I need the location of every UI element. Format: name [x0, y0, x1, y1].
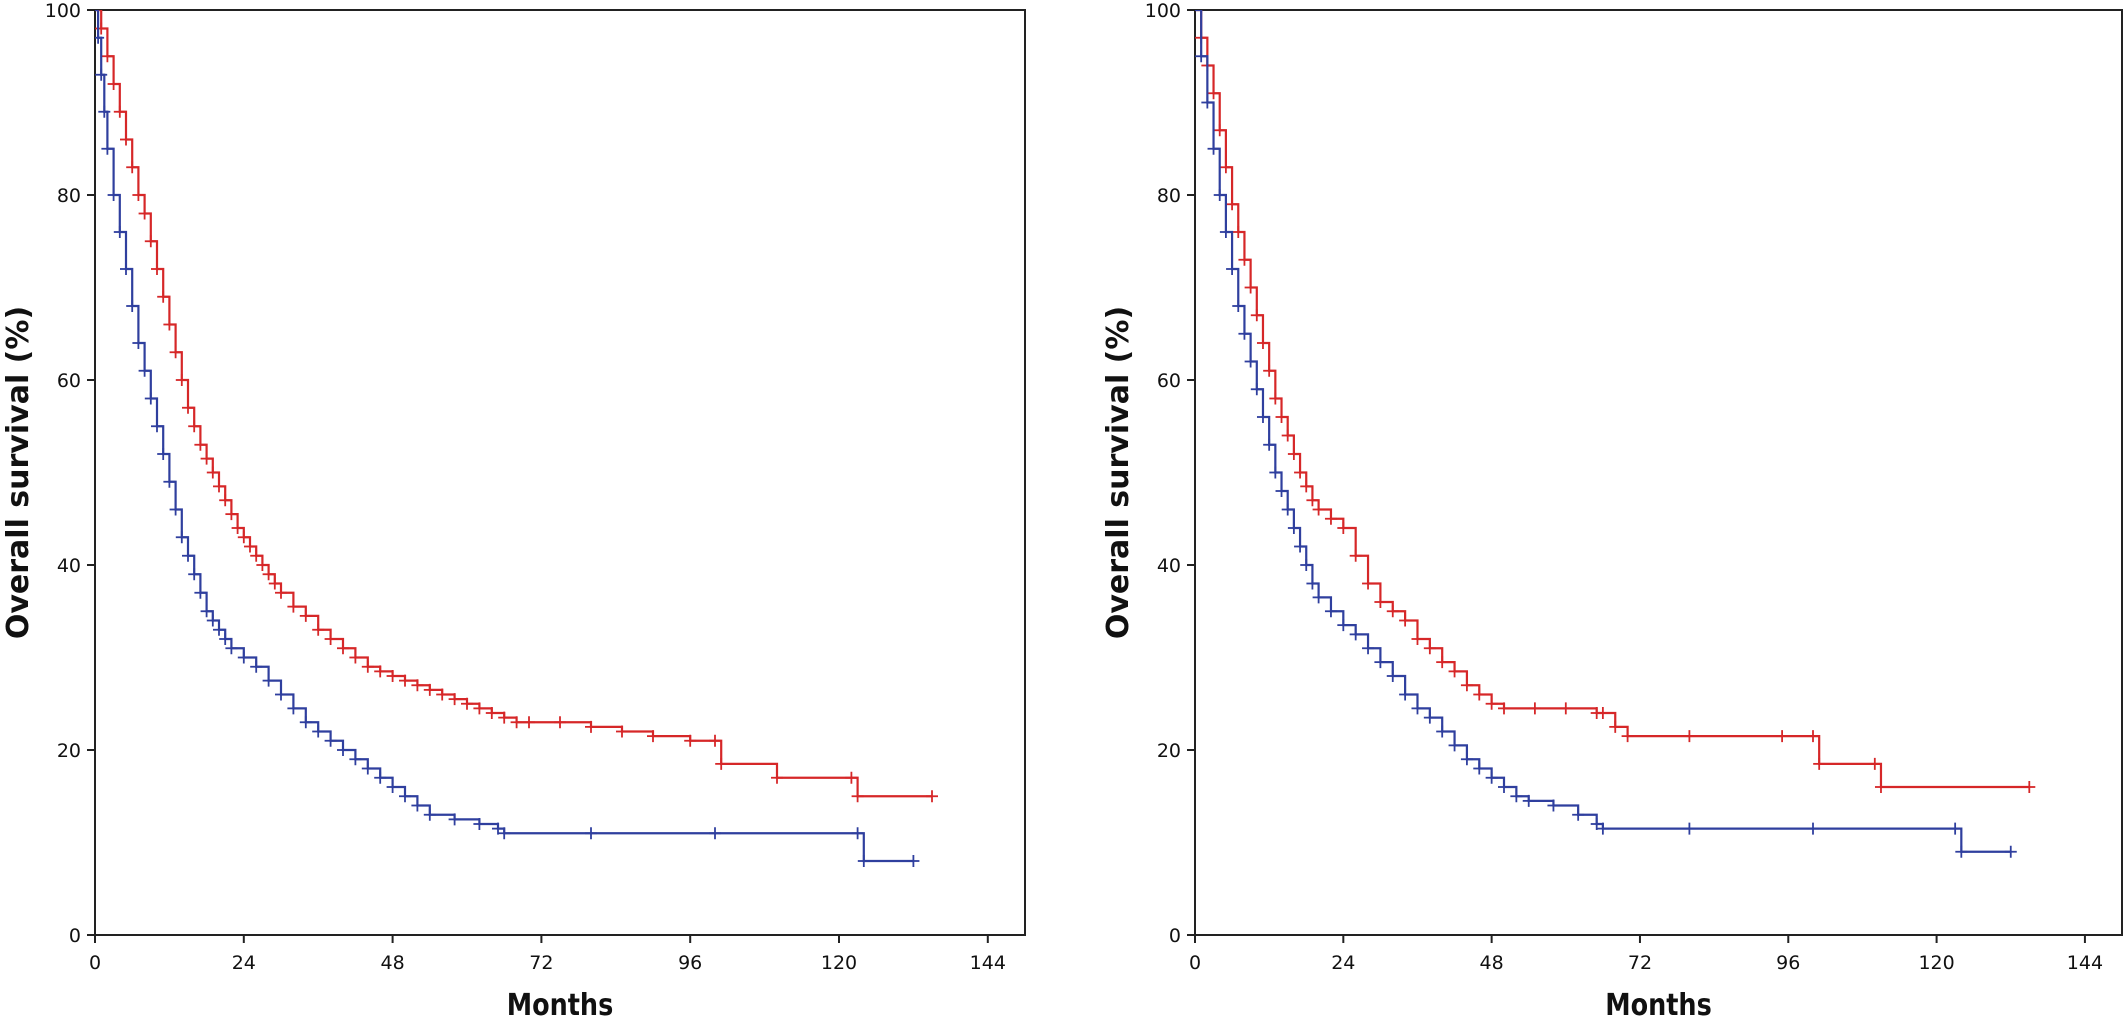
- series-red: [1195, 10, 2036, 793]
- survival-step-line: [1195, 10, 2030, 789]
- y-tick-label: 80: [57, 185, 81, 207]
- y-tick-label: 100: [45, 0, 81, 22]
- plot-frame: [1194, 9, 2123, 936]
- y-axis-title: Overall survival (%): [1, 306, 36, 639]
- y-tick-label: 60: [57, 370, 81, 392]
- x-tick-label: 144: [970, 952, 1006, 974]
- x-tick-label: 72: [1628, 952, 1652, 974]
- y-tick-label: 0: [1169, 925, 1181, 947]
- x-tick-label: 120: [821, 952, 857, 974]
- y-tick-label: 20: [57, 740, 81, 762]
- y-axis-title: Overall survival (%): [1101, 306, 1136, 639]
- x-tick-label: 96: [1776, 952, 1800, 974]
- y-tick-label: 40: [1157, 555, 1181, 577]
- y-tick-label: 40: [57, 555, 81, 577]
- chart-panel-2: 0 20 40 60 80 100 0 24 48 72 96 120 144 Months Overall…: [1101, 0, 2123, 1023]
- x-tick-label: 72: [529, 952, 553, 974]
- survival-step-line: [95, 10, 932, 798]
- x-tick-label: 24: [232, 952, 256, 974]
- plot-frame: [94, 9, 1026, 936]
- x-tick-label: 24: [1331, 952, 1355, 974]
- survival-step-line: [1195, 10, 2011, 853]
- y-tick-label: 60: [1157, 370, 1181, 392]
- x-axis-title: Months: [507, 987, 614, 1023]
- survival-step-line: [95, 10, 914, 863]
- chart-panel-1: 0 20 40 60 80 100 0 24 48 72 96 120 144 Months Overall…: [1, 0, 1026, 1023]
- x-tick-label: 144: [2067, 952, 2103, 974]
- y-tick-label: 80: [1157, 185, 1181, 207]
- series-blue: [95, 10, 920, 867]
- x-tick-label: 120: [1918, 952, 1954, 974]
- x-axis-title: Months: [1605, 987, 1712, 1023]
- x-tick-label: 48: [381, 952, 405, 974]
- series-red: [95, 10, 938, 803]
- series-blue: [1195, 10, 2017, 858]
- x-tick-label: 48: [1480, 952, 1504, 974]
- y-tick-label: 100: [1145, 0, 1181, 22]
- y-tick-label: 20: [1157, 740, 1181, 762]
- x-tick-label: 0: [89, 952, 101, 974]
- x-tick-label: 96: [678, 952, 702, 974]
- y-tick-label: 0: [69, 925, 81, 947]
- x-tick-label: 0: [1189, 952, 1201, 974]
